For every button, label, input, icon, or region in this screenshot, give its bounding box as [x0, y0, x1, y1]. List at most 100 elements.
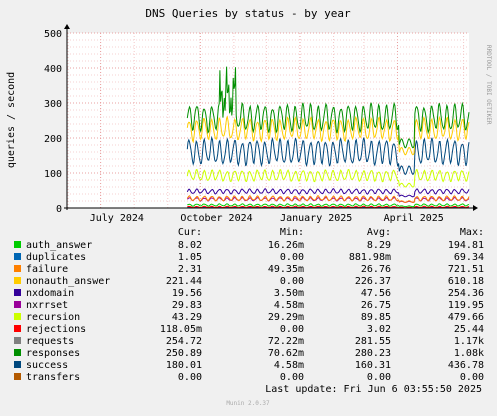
legend-value: 0.00	[460, 372, 484, 383]
legend-swatch-nxdomain	[14, 289, 21, 296]
rrdtool-watermark: RRDTOOL / TOBI OETIKER	[485, 45, 492, 125]
series-line-rejections	[187, 205, 470, 209]
y-tick-label: 300	[44, 99, 62, 110]
chart-title: DNS Queries by status - by year	[145, 7, 351, 20]
legend-value: 250.89	[166, 348, 202, 359]
legend-value: 119.95	[448, 300, 484, 311]
legend-name: duplicates	[26, 252, 86, 263]
legend-value: 1.17k	[454, 336, 484, 347]
legend-name: transfers	[26, 372, 80, 383]
legend-value: 49.35m	[268, 264, 304, 275]
y-tick-label: 500	[44, 29, 62, 40]
y-tick-labels: 0 100 200 300 400 500	[44, 29, 62, 215]
legend-header: Cur:	[178, 227, 202, 238]
legend-value: 26.75	[361, 300, 391, 311]
legend-value: 610.18	[448, 276, 484, 287]
legend-name: nxdomain	[26, 288, 74, 299]
y-tick-label: 0	[56, 204, 62, 215]
legend-value: 89.85	[361, 312, 391, 323]
legend-value: 4.58m	[274, 360, 304, 371]
legend-swatch-duplicates	[14, 253, 21, 260]
legend-value: 281.55	[355, 336, 391, 347]
legend-name: requests	[26, 336, 74, 347]
y-tick-label: 100	[44, 169, 62, 180]
legend-header: Avg:	[367, 227, 391, 238]
series-line-nxdomain	[186, 187, 470, 198]
legend-value: 29.83	[172, 300, 202, 311]
last-update: Last update: Fri Jun 6 03:55:50 2025	[265, 384, 482, 395]
legend-value: 0.00	[280, 252, 304, 263]
legend-swatch-nxrrset	[14, 301, 21, 308]
legend-value: 436.78	[448, 360, 484, 371]
series-line-success	[186, 135, 470, 176]
y-axis-arrow	[64, 24, 70, 29]
legend-value: 8.02	[178, 240, 202, 251]
legend-name: responses	[26, 348, 80, 359]
legend-name: recursion	[26, 312, 80, 323]
legend-swatch-recursion	[14, 313, 21, 320]
legend-name: rejections	[26, 324, 86, 335]
legend-value: 254.72	[166, 336, 202, 347]
legend-swatch-requests	[14, 337, 21, 344]
legend-swatch-transfers	[14, 373, 21, 380]
legend-value: 43.29	[172, 312, 202, 323]
legend-swatch-success	[14, 361, 21, 368]
legend-value: 3.02	[367, 324, 391, 335]
legend-value: 0.00	[178, 372, 202, 383]
legend-value: 4.58m	[274, 300, 304, 311]
series-line-recursion	[186, 168, 470, 188]
legend-value: 3.50m	[274, 288, 304, 299]
y-axis-label: queries / second	[6, 72, 17, 168]
legend-value: 194.81	[448, 240, 484, 251]
series-line-auth_answer	[187, 203, 470, 208]
legend-value: 0.00	[280, 372, 304, 383]
legend: auth_answer 8.02 16.26m 8.29 194.81 duplicate…	[14, 240, 484, 383]
legend-value: 8.29	[367, 240, 391, 251]
series-line-responses	[186, 66, 470, 149]
legend-name: failure	[26, 264, 68, 275]
x-tick-label: July 2024	[90, 213, 144, 224]
legend-value: 221.44	[166, 276, 202, 287]
legend-value: 47.56	[361, 288, 391, 299]
legend-value: 180.01	[166, 360, 202, 371]
x-tick-label: April 2025	[384, 213, 444, 224]
legend-name: nxrrset	[26, 300, 68, 311]
series-line-nonauth_answer	[186, 115, 470, 156]
legend-swatch-nonauth_answer	[14, 277, 21, 284]
legend-name: auth_answer	[26, 240, 92, 251]
legend-value: 25.44	[454, 324, 484, 335]
x-tick-labels: July 2024 October 2024 January 2025 April 2…	[90, 213, 444, 224]
legend-swatch-rejections	[14, 325, 21, 332]
legend-swatch-failure	[14, 265, 21, 272]
legend-value: 226.37	[355, 276, 391, 287]
series-line-failure	[186, 195, 470, 203]
legend-value: 2.31	[178, 264, 202, 275]
x-axis-arrow	[473, 205, 478, 211]
legend-value: 26.76	[361, 264, 391, 275]
series-lines	[186, 66, 470, 209]
legend-value: 280.23	[355, 348, 391, 359]
legend-value: 19.56	[172, 288, 202, 299]
legend-value: 1.08k	[454, 348, 484, 359]
x-tick-label: October 2024	[180, 213, 252, 224]
y-tick-label: 200	[44, 134, 62, 145]
legend-header: Min:	[280, 227, 304, 238]
legend-value: 118.05m	[160, 324, 202, 335]
legend-headers: Cur: Min: Avg: Max:	[178, 227, 484, 238]
legend-value: 16.26m	[268, 240, 304, 251]
munin-footer: Munin 2.0.37	[226, 400, 270, 407]
legend-value: 881.98m	[349, 252, 391, 263]
legend-value: 160.31	[355, 360, 391, 371]
legend-value: 70.62m	[268, 348, 304, 359]
y-tick-label: 400	[44, 64, 62, 75]
legend-name: nonauth_answer	[26, 276, 110, 287]
legend-value: 479.66	[448, 312, 484, 323]
legend-value: 1.05	[178, 252, 202, 263]
legend-value: 69.34	[454, 252, 484, 263]
plot-area	[67, 33, 469, 208]
legend-value: 0.00	[280, 324, 304, 335]
legend-swatch-auth_answer	[14, 241, 21, 248]
legend-value: 0.00	[280, 276, 304, 287]
